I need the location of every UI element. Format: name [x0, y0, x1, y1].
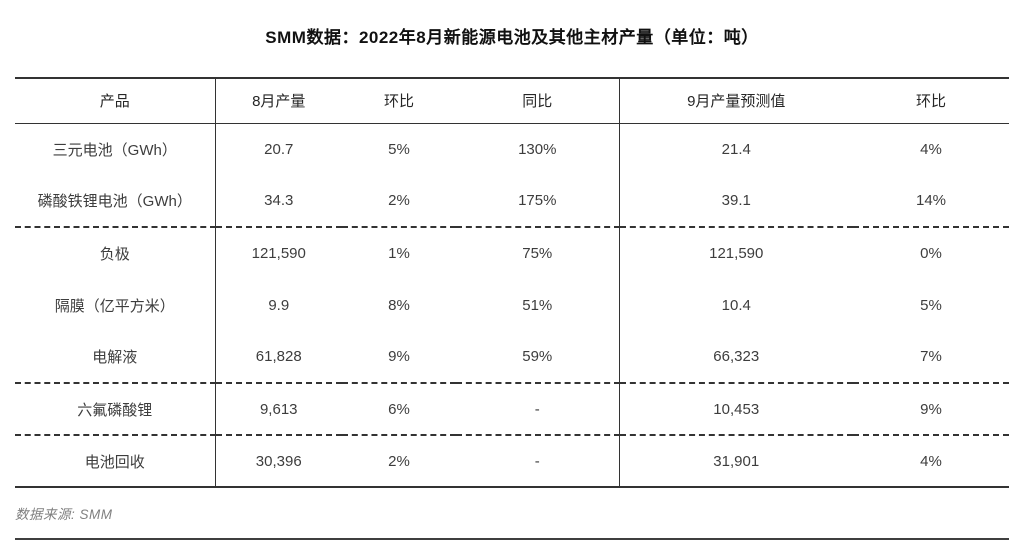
header-row: 产品 8月产量 环比 同比 9月产量预测值 环比 [15, 78, 1009, 124]
cell-sep-mom: 14% [853, 175, 1009, 228]
cell-mom: 2% [342, 175, 456, 228]
cell-aug-output: 20.7 [264, 140, 294, 158]
cell-sep-forecast: 66,323 [619, 331, 853, 384]
cell-yoy: 75% [456, 227, 620, 279]
table-row-anode: 负极 121,590 1% 75% 121,590 0% [15, 227, 1009, 279]
cell-sep-forecast: 121,590 [709, 245, 764, 262]
col-header-product: 产品 [15, 78, 216, 124]
production-data-table: 产品 8月产量 环比 同比 9月产量预测值 环比 三元电池（GWh） 20.7 … [15, 77, 1009, 488]
cell-yoy: - [456, 383, 620, 436]
cell-product: 磷酸铁锂电池（GWh） [15, 175, 216, 228]
cell-product: 电解液 [15, 331, 216, 384]
cell-yoy: - [456, 435, 620, 487]
table-body: 三元电池（GWh） 20.7 5% 130% 21.4 4% 磷酸铁锂电池（GW… [15, 123, 1009, 487]
cell-aug-output: 34.3 [215, 175, 342, 228]
col-header-sep-mom: 环比 [853, 78, 1009, 124]
col-header-mom: 环比 [342, 78, 456, 124]
cell-aug-output: 61,828 [215, 331, 342, 384]
cell-mom: 9% [342, 331, 456, 384]
cell-product: 隔膜（亿平方米） [15, 279, 216, 331]
table-row-separator-film: 隔膜（亿平方米） 9.9 8% 51% 10.4 5% [15, 279, 1009, 331]
cell-sep-mom: 5% [920, 296, 942, 314]
col-header-yoy: 同比 [456, 78, 620, 124]
bottom-divider [15, 538, 1009, 540]
cell-sep-mom: 9% [853, 383, 1009, 436]
data-source-note: 数据来源: SMM [15, 507, 113, 522]
cell-aug-output: 9,613 [215, 383, 342, 436]
cell-aug-output: 121,590 [251, 245, 306, 262]
cell-yoy: 59% [456, 331, 620, 384]
cell-mom: 6% [342, 383, 456, 436]
cell-sep-forecast: 10,453 [619, 383, 853, 436]
table-header: 产品 8月产量 环比 同比 9月产量预测值 环比 [15, 78, 1009, 124]
cell-sep-forecast: 10.4 [721, 296, 751, 314]
cell-mom: 5% [388, 140, 410, 158]
table-row-ternary-battery: 三元电池（GWh） 20.7 5% 130% 21.4 4% [15, 123, 1009, 175]
cell-sep-mom: 7% [853, 331, 1009, 384]
cell-sep-forecast: 31,901 [713, 452, 760, 470]
cell-sep-forecast: 39.1 [619, 175, 853, 228]
cell-sep-forecast: 21.4 [721, 140, 751, 158]
page-title: SMM数据：2022年8月新能源电池及其他主材产量（单位：吨） [265, 28, 759, 47]
col-header-sep-forecast: 9月产量预测值 [619, 78, 853, 124]
cell-yoy: 175% [456, 175, 620, 228]
cell-product: 三元电池（GWh） [15, 123, 216, 175]
col-header-aug-output: 8月产量 [215, 78, 342, 124]
cell-mom: 8% [388, 296, 410, 314]
cell-mom: 2% [388, 452, 410, 470]
cell-product: 负极 [15, 227, 216, 279]
cell-product: 六氟磷酸锂 [15, 383, 216, 436]
cell-sep-mom: 4% [920, 452, 942, 470]
table-row-battery-recycling: 电池回收 30,396 2% - 31,901 4% [15, 435, 1009, 487]
cell-yoy: 130% [456, 123, 620, 175]
cell-sep-mom: 0% [920, 245, 942, 262]
cell-aug-output: 9.9 [268, 296, 290, 314]
table-row-lfp-battery: 磷酸铁锂电池（GWh） 34.3 2% 175% 39.1 14% [15, 175, 1009, 228]
cell-product: 电池回收 [15, 435, 216, 487]
table-row-lipf6: 六氟磷酸锂 9,613 6% - 10,453 9% [15, 383, 1009, 436]
table-row-electrolyte: 电解液 61,828 9% 59% 66,323 7% [15, 331, 1009, 384]
cell-yoy: 51% [456, 279, 620, 331]
cell-mom: 1% [388, 245, 410, 262]
cell-aug-output: 30,396 [255, 452, 302, 470]
cell-sep-mom: 4% [920, 140, 942, 158]
